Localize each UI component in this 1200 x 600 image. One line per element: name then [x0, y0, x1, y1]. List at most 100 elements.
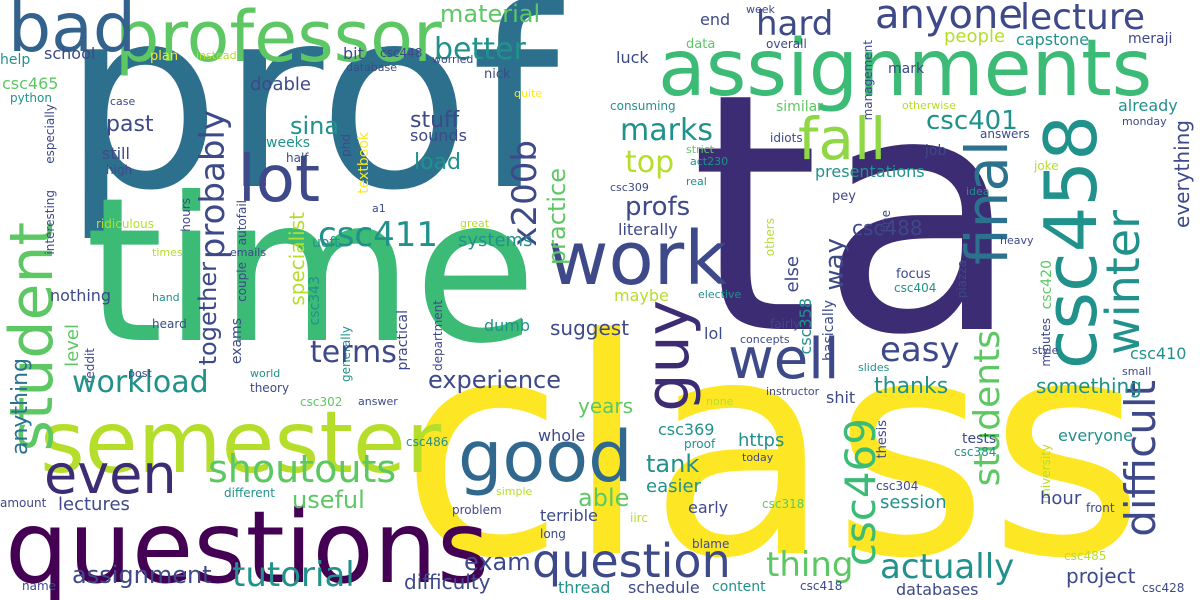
word-plan: plan — [150, 49, 179, 64]
word-end: end — [700, 10, 731, 29]
word-csc401: csc401 — [926, 106, 1018, 136]
word-semester: semester — [40, 393, 442, 493]
word-still: still — [102, 144, 130, 163]
word-work: work — [548, 216, 728, 302]
word-consuming: consuming — [610, 99, 676, 113]
word-material: material — [440, 0, 541, 28]
word-winter: winter — [1096, 210, 1150, 355]
word-level: level — [62, 324, 83, 367]
word-project: project — [1066, 564, 1136, 588]
word-systems: systems — [458, 230, 533, 251]
word-fairly: fairly — [770, 317, 801, 331]
word-theory: theory — [250, 381, 290, 395]
word-tank: tank — [646, 450, 700, 478]
word-job: job — [925, 143, 947, 159]
word-easy: easy — [880, 330, 960, 370]
word-else: else — [782, 256, 803, 293]
word-small: small — [1122, 365, 1152, 378]
word-front: front — [1086, 501, 1115, 515]
word-department: department — [431, 300, 445, 371]
word-exam: exam — [464, 548, 531, 576]
word-databases: databases — [896, 580, 979, 599]
word-shit: shit — [826, 388, 856, 407]
word-lectures: lectures — [58, 494, 130, 515]
word-csc420: csc420 — [1039, 260, 1055, 310]
word-answers: answers — [980, 127, 1030, 141]
word-difficulty: difficulty — [404, 570, 491, 594]
word-bad: bad — [8, 0, 136, 68]
word-doable: doable — [250, 74, 311, 95]
word-csc358: csc358 — [796, 298, 815, 355]
word-past: past — [106, 112, 154, 137]
word-help: help — [0, 52, 31, 68]
word-people: people — [944, 26, 1006, 47]
word-hour: hour — [1040, 488, 1082, 509]
word-pey: pey — [832, 189, 856, 204]
word-presentations: presentations — [815, 162, 925, 181]
word-https: https — [738, 430, 785, 451]
word-week: week — [746, 3, 775, 16]
word-assignments: assignments — [658, 24, 1153, 114]
word-terms: terms — [310, 335, 397, 370]
word-otherwise: otherwise — [902, 99, 956, 112]
word-joke: joke — [1034, 159, 1059, 173]
word-load: load — [414, 150, 462, 175]
word-csc369: csc369 — [658, 420, 715, 439]
word-textbook: textbook — [356, 132, 372, 194]
word-suggest: suggest — [550, 316, 630, 340]
word-csc428: csc428 — [1142, 581, 1185, 595]
word-none: none — [706, 395, 734, 408]
word-world: world — [250, 367, 281, 380]
word-schedule: schedule — [628, 578, 700, 597]
word-everything: everything — [1170, 120, 1194, 228]
word-csc410: csc410 — [1130, 344, 1187, 363]
word-act230: act230 — [690, 155, 729, 168]
word-heavy: heavy — [1000, 234, 1034, 247]
word-guy: guy — [633, 300, 703, 412]
word-csc485: csc485 — [1064, 549, 1107, 563]
word-difficult: difficult — [1116, 380, 1165, 537]
word-meraji: meraji — [1128, 31, 1173, 47]
word-nothing: nothing — [50, 286, 112, 305]
word-exams: exams — [229, 318, 245, 365]
word-high: high — [106, 163, 133, 177]
word-case: case — [110, 95, 136, 108]
word-something: something — [1036, 374, 1142, 398]
word-class: class — [400, 275, 1145, 600]
word-monday: monday — [1122, 115, 1167, 128]
word-simple: simple — [496, 485, 533, 498]
word-a1: a1 — [372, 202, 386, 215]
word-top: top — [625, 145, 675, 180]
word-nick: nick — [484, 67, 511, 82]
word-useful: useful — [292, 486, 365, 514]
word-csc418: csc418 — [800, 579, 843, 593]
word-similar: similar — [776, 99, 823, 115]
word-csc318: csc318 — [762, 497, 805, 511]
word-csc404: csc404 — [894, 281, 937, 295]
word-instead: instead — [196, 49, 237, 62]
word-database: database — [346, 61, 397, 74]
word-ridiculous: ridiculous — [96, 217, 154, 231]
word-times: times — [152, 246, 183, 259]
word-marks: marks — [620, 113, 713, 148]
word-mark: mark — [888, 61, 925, 77]
word-well: well — [728, 327, 840, 392]
word-especially: especially — [43, 104, 57, 164]
word-practical: practical — [395, 310, 411, 371]
word-overall: overall — [766, 37, 807, 51]
word-focus: focus — [896, 267, 931, 282]
word-uoft: uoft — [312, 235, 340, 251]
word-csc343: csc343 — [307, 276, 323, 326]
word-real: real — [686, 175, 707, 188]
word-literally: literally — [618, 220, 678, 239]
word-shoutouts: shoutouts — [208, 447, 397, 491]
word-csc486: csc486 — [406, 435, 449, 449]
word-question: question — [532, 534, 731, 588]
word-specialist: specialist — [285, 212, 309, 306]
word-school: school — [44, 44, 96, 63]
word-csc384: csc384 — [954, 445, 997, 459]
word-minutes: minutes — [1039, 318, 1053, 367]
word-professor: professor — [115, 0, 442, 78]
word-better: better — [434, 32, 526, 67]
word-session: session — [880, 492, 947, 513]
